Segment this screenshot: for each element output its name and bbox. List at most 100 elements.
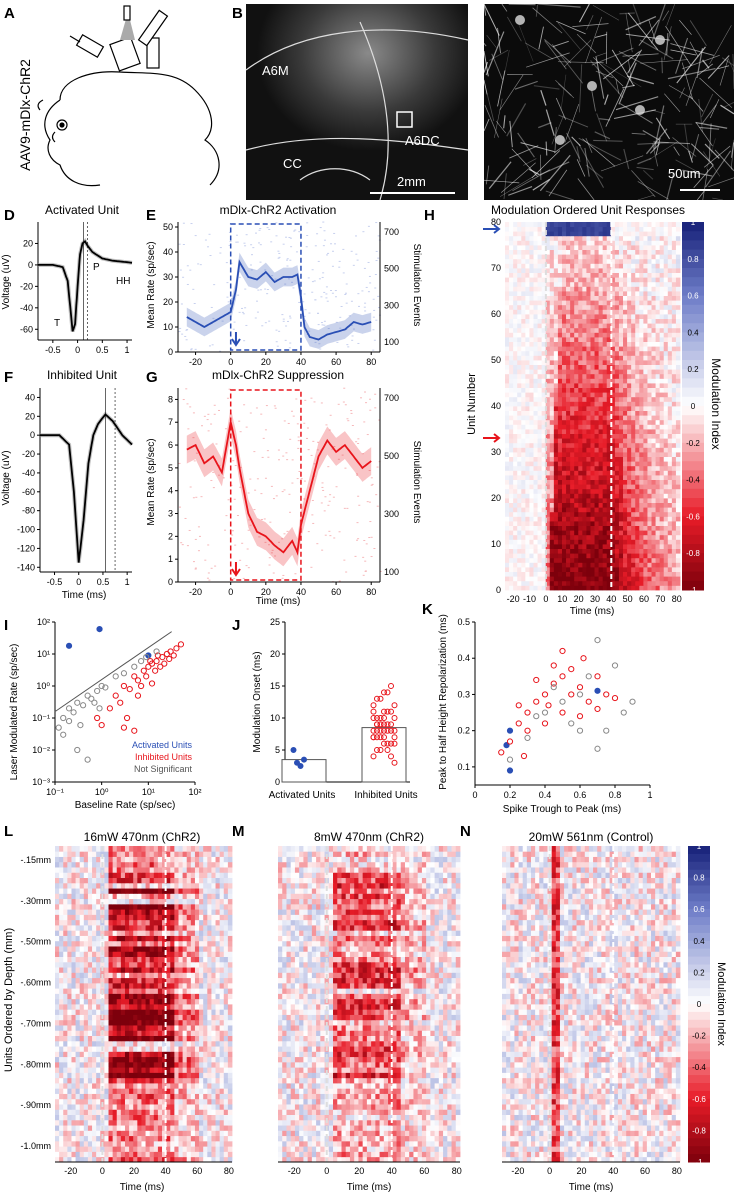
heatmap-cell-h bbox=[606, 521, 612, 526]
heatmap-cell-h bbox=[529, 502, 534, 508]
neurite bbox=[664, 93, 681, 113]
heatmap-cell-l bbox=[96, 1130, 101, 1137]
heatmap-cell-h bbox=[545, 553, 551, 559]
heatmap-cell-h bbox=[651, 461, 656, 467]
heatmap-cell-h bbox=[561, 410, 567, 416]
heatmap-cell-h bbox=[631, 571, 636, 577]
y-tick-label-f: 40 bbox=[25, 392, 35, 402]
heatmap-cell-l bbox=[59, 1119, 64, 1126]
heatmap-cell-h bbox=[610, 424, 616, 430]
heatmap-cell-h bbox=[525, 387, 530, 393]
heatmap-cell-h bbox=[529, 314, 534, 319]
heatmap-cell-h bbox=[537, 314, 543, 319]
y-tick-label-e: 40 bbox=[163, 247, 173, 257]
heatmap-cell-h bbox=[671, 410, 677, 416]
heatmap-cell-h bbox=[618, 304, 624, 310]
heatmap-cell-h bbox=[623, 272, 628, 278]
heatmap-cell-h bbox=[643, 406, 648, 411]
heatmap-cell-h bbox=[561, 286, 567, 292]
heatmap-cell-h bbox=[529, 438, 534, 444]
heatmap-cell-h bbox=[643, 534, 648, 540]
heatmap-cell-h bbox=[561, 272, 567, 278]
heatmap-cell-h bbox=[574, 419, 579, 425]
heatmap-cell-l bbox=[162, 1125, 167, 1131]
heatmap-cell-h bbox=[594, 396, 599, 402]
heatmap-cell-h bbox=[529, 571, 534, 577]
heatmap-cell-h bbox=[663, 429, 669, 434]
heatmap-cell-h bbox=[614, 231, 620, 237]
heatmap-cell-h bbox=[631, 314, 636, 319]
heatmap-cell-h bbox=[586, 327, 591, 333]
heatmap-cell-h bbox=[557, 410, 563, 416]
heatmap-cell-h bbox=[566, 424, 571, 430]
heatmap-cell-h bbox=[509, 254, 514, 260]
heatmap-cell-h bbox=[610, 456, 616, 462]
heatmap-cell-h bbox=[667, 415, 673, 421]
heatmap-cell-h bbox=[582, 521, 587, 526]
heatmap-cell-h bbox=[513, 304, 518, 310]
point-inhibited-units bbox=[112, 692, 119, 699]
heatmap-cell-h bbox=[566, 461, 571, 467]
heatmap-cell-h bbox=[639, 498, 644, 503]
heatmap-cell-h bbox=[651, 277, 656, 283]
heatmap-cell-h bbox=[566, 571, 571, 577]
heatmap-cell-h bbox=[675, 314, 681, 319]
heatmap-cell-h bbox=[525, 493, 530, 499]
heatmap-cell-h bbox=[639, 475, 644, 480]
heatmap-cell-h bbox=[610, 521, 616, 526]
heatmap-cell-h bbox=[639, 548, 644, 554]
heatmap-cell-h bbox=[521, 286, 526, 292]
heatmap-cell-l bbox=[194, 1125, 200, 1131]
heatmap-cell-h bbox=[667, 222, 673, 227]
heatmap-cell-h bbox=[651, 585, 656, 591]
heatmap-cell-h bbox=[623, 396, 628, 402]
heatmap-cell-h bbox=[545, 585, 551, 591]
heatmap-cell-h bbox=[590, 304, 595, 310]
heatmap-cell-h bbox=[529, 258, 534, 264]
point-activated-units bbox=[506, 767, 514, 774]
heatmap-cell-h bbox=[574, 544, 579, 549]
heatmap-cell-h bbox=[557, 516, 563, 522]
heatmap-cell-h bbox=[594, 314, 599, 319]
heatmap-cell-l bbox=[104, 1125, 109, 1131]
heatmap-cell-h bbox=[594, 479, 599, 485]
heatmap-cell-l bbox=[223, 1135, 229, 1142]
heatmap-cell-h bbox=[553, 415, 559, 421]
heatmap-cell-h bbox=[635, 235, 640, 241]
heatmap-cell-h bbox=[647, 332, 652, 338]
heatmap-cell-h bbox=[545, 548, 551, 554]
x-tick-label-k: 0.6 bbox=[574, 790, 587, 800]
heatmap-cell-h bbox=[643, 548, 648, 554]
heatmap-cell-h bbox=[529, 415, 534, 421]
heatmap-cell-h bbox=[541, 415, 547, 421]
heatmap-cell-h bbox=[533, 387, 538, 393]
heatmap-cell-h bbox=[655, 585, 661, 591]
heatmap-cell-h bbox=[529, 525, 534, 531]
heatmap-cell-h bbox=[651, 475, 656, 480]
neurite bbox=[553, 140, 571, 154]
heatmap-cell-h bbox=[675, 516, 681, 522]
heatmap-cell-l bbox=[157, 1151, 163, 1158]
heatmap-cell-h bbox=[545, 406, 551, 411]
heatmap-cell-h bbox=[586, 300, 591, 306]
heatmap-cell-h bbox=[631, 277, 636, 283]
heatmap-cell-h bbox=[505, 309, 510, 315]
heatmap-cell-h bbox=[553, 369, 559, 375]
heatmap-cell-h bbox=[509, 484, 514, 490]
heatmap-cell-h bbox=[639, 544, 644, 549]
heatmap-cell-h bbox=[635, 553, 640, 559]
heatmap-cell-h bbox=[521, 272, 526, 278]
heatmap-cell-h bbox=[675, 350, 681, 356]
heatmap-cell-h bbox=[623, 226, 628, 232]
heatmap-cell-h bbox=[610, 438, 616, 444]
heatmap-cell-h bbox=[590, 429, 595, 434]
heatmap-cell-h bbox=[594, 406, 599, 411]
neurite bbox=[631, 170, 656, 198]
heatmap-cell-l bbox=[55, 1130, 60, 1137]
heatmap-cell-l bbox=[59, 1125, 64, 1131]
heatmap-cell-h bbox=[557, 231, 563, 237]
heatmap-cell-h bbox=[582, 461, 587, 467]
heatmap-cell-h bbox=[614, 521, 620, 526]
heatmap-cell-h bbox=[570, 258, 575, 264]
onset-point bbox=[391, 727, 398, 734]
